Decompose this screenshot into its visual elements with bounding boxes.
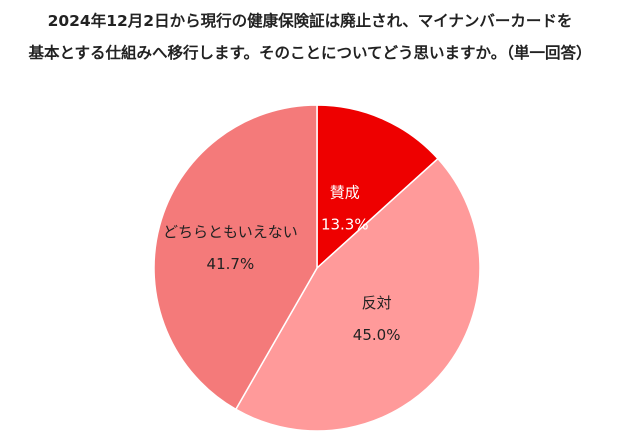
slice-label-1: 賛成: [330, 183, 360, 201]
slice-label-3: どちらともいえない: [163, 223, 298, 241]
slice-value-label-2: 45.0%: [353, 326, 401, 344]
pie-labels: 賛成 13.3% 反対 45.0% どちらともいえない 41.7%: [163, 183, 400, 344]
slice-label-2: 反対: [362, 294, 392, 312]
chart-title-line-1: 2024年12月2日から現行の健康保険証は廃止され、マイナンバーカードを: [47, 12, 573, 30]
slice-value-label-1: 13.3%: [321, 215, 369, 233]
slice-value-label-3: 41.7%: [207, 255, 255, 273]
pie-slice-1: [316, 104, 439, 270]
chart-title-line-2: 基本とする仕組みへ移行します。そのことについてどう思いますか。（単一回答）: [28, 44, 592, 62]
pie-slices: [153, 104, 481, 432]
pie-slice-2: [234, 157, 481, 432]
pie-slice-3: [153, 104, 318, 411]
